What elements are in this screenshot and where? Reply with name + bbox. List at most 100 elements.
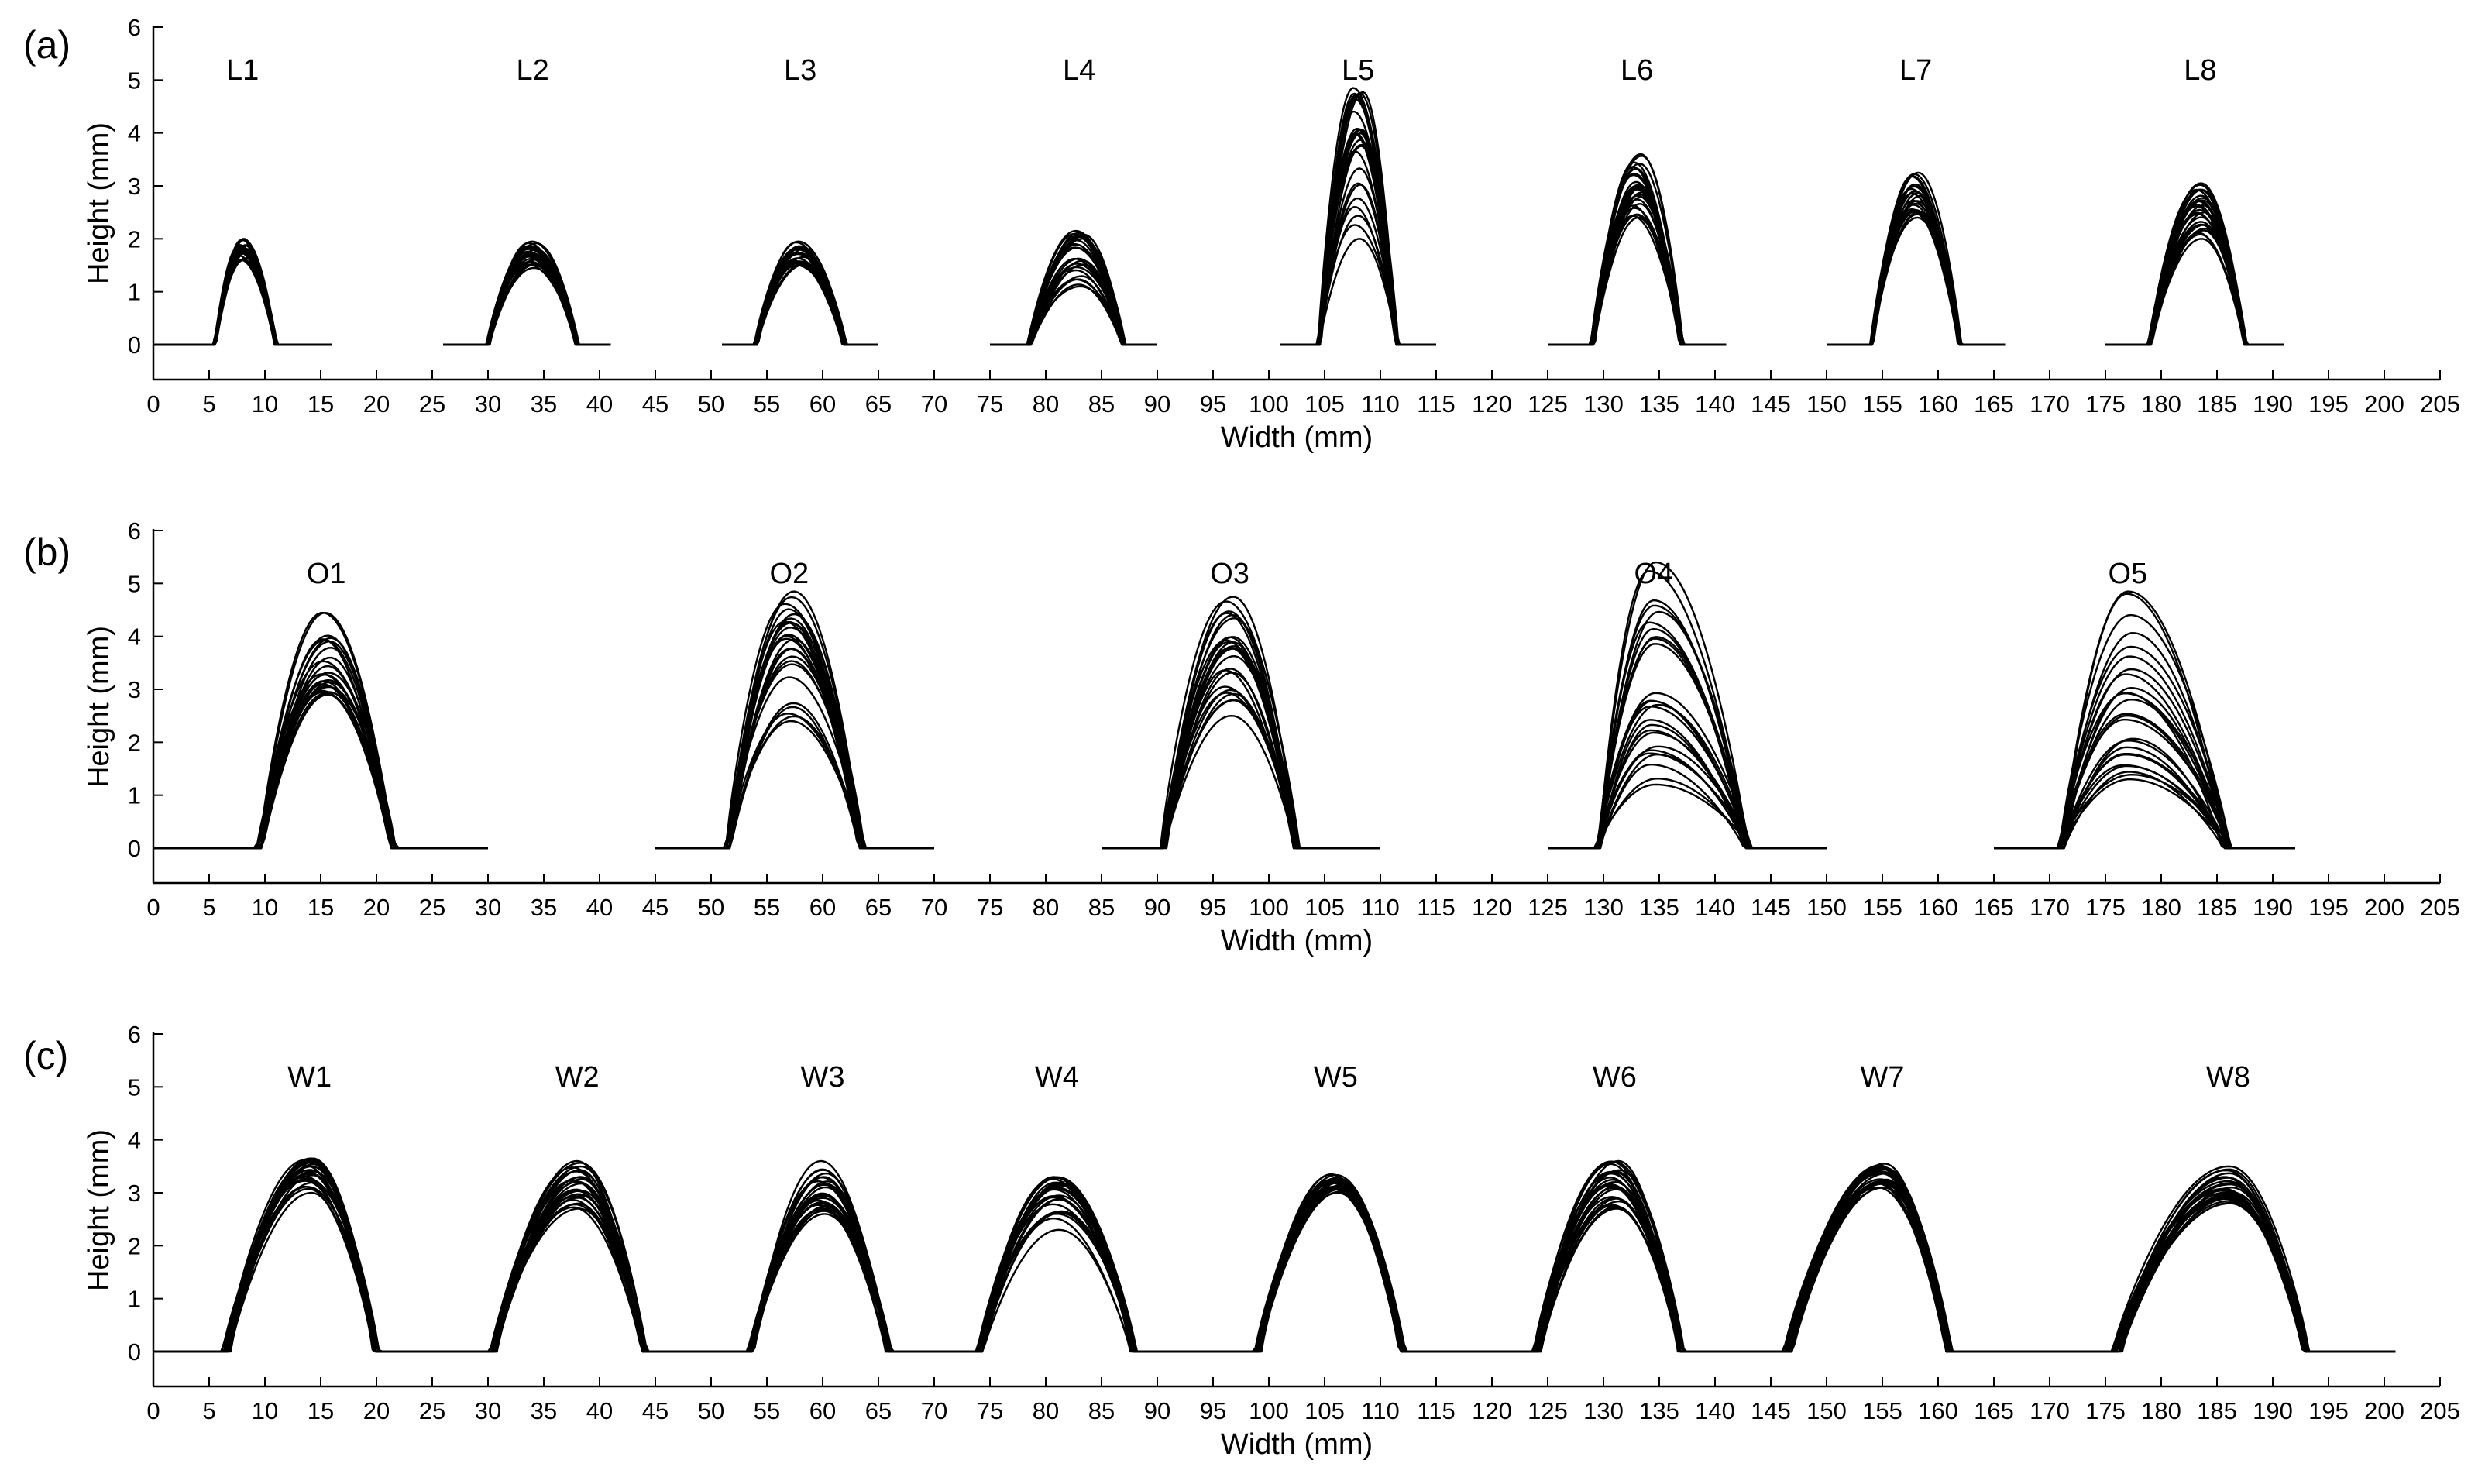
- profile-curve: [153, 251, 332, 346]
- profile-curve: [1994, 771, 2295, 850]
- profile-curve: [655, 720, 934, 850]
- profile-group-o5: [1994, 590, 2295, 850]
- profile-curve: [655, 702, 934, 850]
- y-tick-label: 2: [128, 1232, 141, 1259]
- profile-curve: [443, 263, 611, 346]
- profile-curve: [153, 672, 488, 850]
- profile-curve: [655, 620, 934, 850]
- profile-curve: [153, 692, 488, 850]
- profile-curve: [1102, 636, 1380, 850]
- profile-curve: [956, 1176, 1247, 1353]
- x-tick-label: 90: [1144, 1397, 1170, 1424]
- x-tick-label: 205: [2420, 1397, 2460, 1424]
- profile-curve: [1827, 216, 2006, 346]
- profile-curve: [2105, 232, 2284, 346]
- x-tick-label: 180: [2141, 894, 2181, 921]
- profile-curve: [655, 590, 934, 850]
- profile-curve: [1280, 127, 1436, 346]
- profile-curve: [1548, 204, 1727, 346]
- profile-curve: [990, 232, 1157, 346]
- profile-curve: [443, 263, 611, 346]
- profile-curve: [711, 1176, 957, 1353]
- x-tick-label: 20: [363, 390, 390, 417]
- x-tick-label: 190: [2253, 1397, 2293, 1424]
- x-tick-label: 130: [1583, 390, 1624, 417]
- profile-curve: [2105, 182, 2284, 346]
- profile-curve: [1827, 171, 2006, 346]
- profile-curve: [1102, 692, 1380, 850]
- profile-curve: [711, 1204, 957, 1353]
- profile-group-w8: [2071, 1165, 2396, 1353]
- profile-curve: [443, 1195, 711, 1353]
- x-tick-label: 25: [419, 390, 445, 417]
- profile-curve: [153, 685, 488, 850]
- x-tick-label: 60: [809, 894, 836, 921]
- profile-curve: [655, 634, 934, 850]
- x-tick-label: 130: [1583, 894, 1624, 921]
- y-tick-label: 2: [128, 729, 141, 756]
- x-tick-label: 95: [1200, 894, 1226, 921]
- profile-curve: [990, 246, 1157, 346]
- profile-curve: [443, 1188, 711, 1353]
- x-tick-label: 60: [809, 390, 836, 417]
- x-tick-label: 175: [2085, 1397, 2126, 1424]
- x-tick-label: 55: [754, 1397, 780, 1424]
- profile-curve: [153, 246, 332, 346]
- y-tick-label: 0: [128, 331, 141, 359]
- x-tick-label: 120: [1472, 1397, 1512, 1424]
- profile-curve: [153, 1165, 444, 1353]
- profile-curve: [1827, 183, 2006, 346]
- x-tick-label: 30: [475, 894, 501, 921]
- profile-group-w2: [443, 1159, 711, 1353]
- profile-curve: [2105, 223, 2284, 346]
- profile-curve: [1827, 202, 2006, 346]
- profile-curve: [1994, 692, 2295, 850]
- profile-curve: [1548, 184, 1727, 346]
- x-axis-label: Width (mm): [1221, 1428, 1373, 1461]
- profile-curve: [153, 1157, 444, 1353]
- y-axis-label: Height (mm): [83, 122, 115, 284]
- y-axis-label: Height (mm): [83, 1129, 115, 1291]
- profile-curve: [153, 689, 488, 850]
- profile-curve: [1280, 87, 1436, 346]
- profile-curve: [956, 1176, 1247, 1353]
- x-tick-label: 125: [1528, 1397, 1568, 1424]
- group-label-w7: W7: [1861, 1061, 1905, 1094]
- y-tick-label: 1: [128, 279, 141, 306]
- profile-curve: [1548, 213, 1727, 346]
- profile-curve: [153, 252, 332, 346]
- profile-curve: [443, 245, 611, 346]
- profile-curve: [1514, 1163, 1782, 1353]
- profile-curve: [1102, 655, 1380, 850]
- profile-curve: [153, 1160, 444, 1353]
- profile-curve: [443, 257, 611, 346]
- profile-curve: [655, 706, 934, 850]
- profile-curve: [153, 249, 332, 346]
- profile-curve: [1994, 778, 2295, 850]
- y-tick-label: 6: [128, 517, 141, 544]
- profile-curve: [655, 713, 934, 850]
- profile-curve: [990, 235, 1157, 346]
- x-tick-label: 25: [419, 894, 445, 921]
- x-tick-label: 170: [2030, 894, 2070, 921]
- profile-curve: [711, 1213, 957, 1353]
- profile-curve: [1827, 210, 2006, 346]
- profile-curve: [1548, 610, 1827, 850]
- x-tick-label: 0: [146, 1397, 160, 1424]
- profile-curve: [1548, 719, 1827, 850]
- x-tick-label: 110: [1361, 894, 1399, 921]
- profile-curve: [990, 263, 1157, 346]
- profile-curve: [655, 715, 934, 850]
- profile-curve: [1102, 699, 1380, 850]
- x-tick-label: 100: [1249, 390, 1289, 417]
- group-label-l1: L1: [226, 54, 259, 87]
- profile-curve: [1280, 145, 1436, 346]
- profile-curve: [443, 1190, 711, 1353]
- x-tick-label: 160: [1918, 894, 1958, 921]
- profile-curve: [153, 1180, 444, 1353]
- x-tick-label: 35: [531, 1397, 557, 1424]
- profile-curve: [443, 1189, 711, 1353]
- profile-curve: [153, 673, 488, 850]
- x-tick-label: 195: [2308, 1397, 2349, 1424]
- profile-curve: [990, 278, 1157, 346]
